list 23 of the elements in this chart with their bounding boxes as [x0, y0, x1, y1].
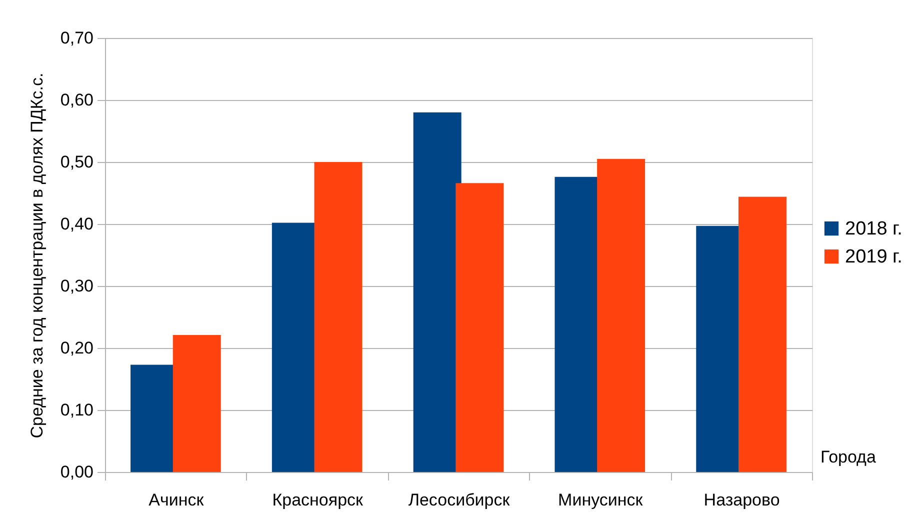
y-tick-label: 0,10: [60, 400, 94, 420]
bar: [738, 196, 786, 472]
x-tick-label: Минусинск: [558, 490, 644, 510]
x-axis-title: Города: [820, 448, 876, 466]
x-tick-label: Красноярск: [272, 490, 364, 510]
x-tick-label: Назарово: [704, 490, 780, 510]
legend-label: 2019 г.: [845, 246, 902, 268]
y-tick-label: 0,30: [60, 276, 94, 296]
bar: [597, 158, 646, 472]
bar: [456, 183, 504, 472]
y-tick-label: 0,00: [60, 462, 94, 482]
bar: [413, 112, 462, 472]
y-tick-label: 0,20: [60, 338, 94, 358]
y-tick-label: 0,40: [60, 214, 94, 234]
y-tick-label: 0,50: [60, 152, 94, 172]
bar: [314, 162, 362, 472]
x-tick-label: Ачинск: [148, 490, 204, 510]
y-tick-label: 0,70: [60, 28, 94, 48]
x-tick-label: Лесосибирск: [408, 490, 510, 510]
y-tick-label: 0,60: [60, 90, 94, 110]
bar: [172, 334, 221, 472]
y-axis-title: Средние за год концентрации в долях ПДКс.с.: [27, 72, 46, 438]
legend-label: 2018 г.: [845, 218, 902, 240]
